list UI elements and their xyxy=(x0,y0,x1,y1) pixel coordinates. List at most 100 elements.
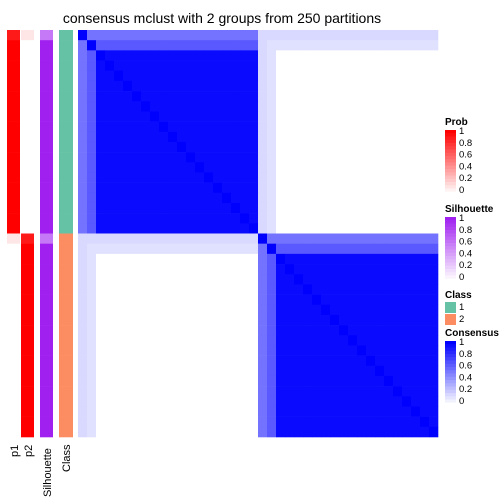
consensus-cell xyxy=(213,396,223,407)
consensus-cell xyxy=(393,131,403,143)
consensus-cell xyxy=(204,365,214,377)
consensus-cell xyxy=(384,406,394,417)
consensus-cell xyxy=(366,91,376,102)
consensus-cell xyxy=(222,375,232,387)
consensus-cell xyxy=(213,335,223,346)
silhouette-cell xyxy=(40,121,53,133)
consensus-cell xyxy=(267,223,277,234)
consensus-cell xyxy=(330,274,340,285)
consensus-cell xyxy=(357,345,367,356)
consensus-cell xyxy=(222,91,232,102)
consensus-cell xyxy=(123,375,133,387)
consensus-cell xyxy=(231,355,241,367)
consensus-cell xyxy=(393,264,403,275)
consensus-cell xyxy=(303,213,313,224)
consensus-cell xyxy=(348,152,358,163)
legend-tick-label: 0.2 xyxy=(459,260,472,271)
legend-gradient-step xyxy=(445,165,456,170)
class-cell xyxy=(59,131,73,143)
consensus-cell xyxy=(195,274,205,285)
consensus-cell xyxy=(141,91,151,102)
consensus-cell xyxy=(420,365,430,377)
consensus-cell xyxy=(312,223,322,234)
class-cell xyxy=(59,375,73,387)
consensus-cell xyxy=(267,386,277,397)
consensus-cell xyxy=(249,264,259,275)
consensus-cell xyxy=(312,50,322,61)
consensus-cell xyxy=(267,396,277,407)
consensus-cell xyxy=(402,60,412,71)
consensus-cell xyxy=(339,172,349,183)
consensus-cell xyxy=(429,264,439,275)
legend-gradient-step xyxy=(445,380,456,384)
consensus-cell xyxy=(366,202,376,214)
consensus-cell xyxy=(393,80,403,92)
consensus-cell xyxy=(132,355,142,367)
consensus-cell xyxy=(177,314,187,326)
consensus-cell xyxy=(78,426,88,438)
consensus-cell xyxy=(240,274,250,285)
p2-cell xyxy=(21,264,34,275)
consensus-cell xyxy=(375,202,385,214)
consensus-cell xyxy=(87,365,97,377)
consensus-cell xyxy=(159,202,169,214)
consensus-cell xyxy=(402,172,412,183)
consensus-cell xyxy=(384,314,394,326)
consensus-cell xyxy=(384,50,394,61)
consensus-cell xyxy=(267,121,277,133)
consensus-cell xyxy=(384,91,394,102)
consensus-cell xyxy=(105,141,115,153)
consensus-cell xyxy=(249,365,259,377)
consensus-cell xyxy=(168,172,178,183)
consensus-cell xyxy=(231,91,241,102)
consensus-cell xyxy=(150,304,160,316)
consensus-cell xyxy=(384,202,394,214)
consensus-cell xyxy=(87,111,97,122)
consensus-cell xyxy=(213,253,223,265)
consensus-cell xyxy=(168,50,178,61)
consensus-cell xyxy=(420,60,430,71)
silhouette-cell xyxy=(40,223,53,234)
consensus-cell xyxy=(96,365,106,377)
consensus-cell xyxy=(267,91,277,102)
legend-gradient-step xyxy=(445,175,456,180)
p1-cell xyxy=(7,264,20,275)
consensus-cell xyxy=(231,375,241,387)
consensus-cell xyxy=(384,325,394,336)
consensus-cell xyxy=(105,284,115,295)
class-cell xyxy=(59,365,73,377)
consensus-cell xyxy=(123,101,133,112)
consensus-cell xyxy=(312,325,322,336)
consensus-cell xyxy=(249,70,259,82)
consensus-cell xyxy=(303,375,313,387)
consensus-cell xyxy=(258,294,268,306)
consensus-cell xyxy=(303,70,313,82)
consensus-cell xyxy=(240,111,250,122)
consensus-cell xyxy=(231,396,241,407)
consensus-cell xyxy=(87,294,97,306)
consensus-cell xyxy=(258,213,268,224)
consensus-cell xyxy=(429,416,439,428)
consensus-cell xyxy=(150,213,160,224)
consensus-cell xyxy=(348,131,358,143)
consensus-cell xyxy=(240,294,250,306)
p2-cell xyxy=(21,284,34,295)
legend-gradient-step xyxy=(445,399,456,404)
consensus-cell xyxy=(330,406,340,417)
consensus-cell xyxy=(285,111,295,122)
consensus-cell xyxy=(78,294,88,306)
consensus-cell xyxy=(186,30,196,41)
consensus-cell xyxy=(186,284,196,295)
p2-cell xyxy=(21,253,34,265)
consensus-cell xyxy=(348,274,358,285)
p1-cell xyxy=(7,50,20,61)
consensus-cell xyxy=(204,264,214,275)
consensus-cell xyxy=(366,121,376,133)
consensus-cell xyxy=(321,406,331,417)
consensus-cell xyxy=(231,162,241,173)
consensus-cell xyxy=(339,294,349,306)
legend-gradient-step xyxy=(445,239,456,244)
consensus-cell xyxy=(105,40,115,51)
consensus-cell xyxy=(294,111,304,122)
consensus-cell xyxy=(348,304,358,316)
